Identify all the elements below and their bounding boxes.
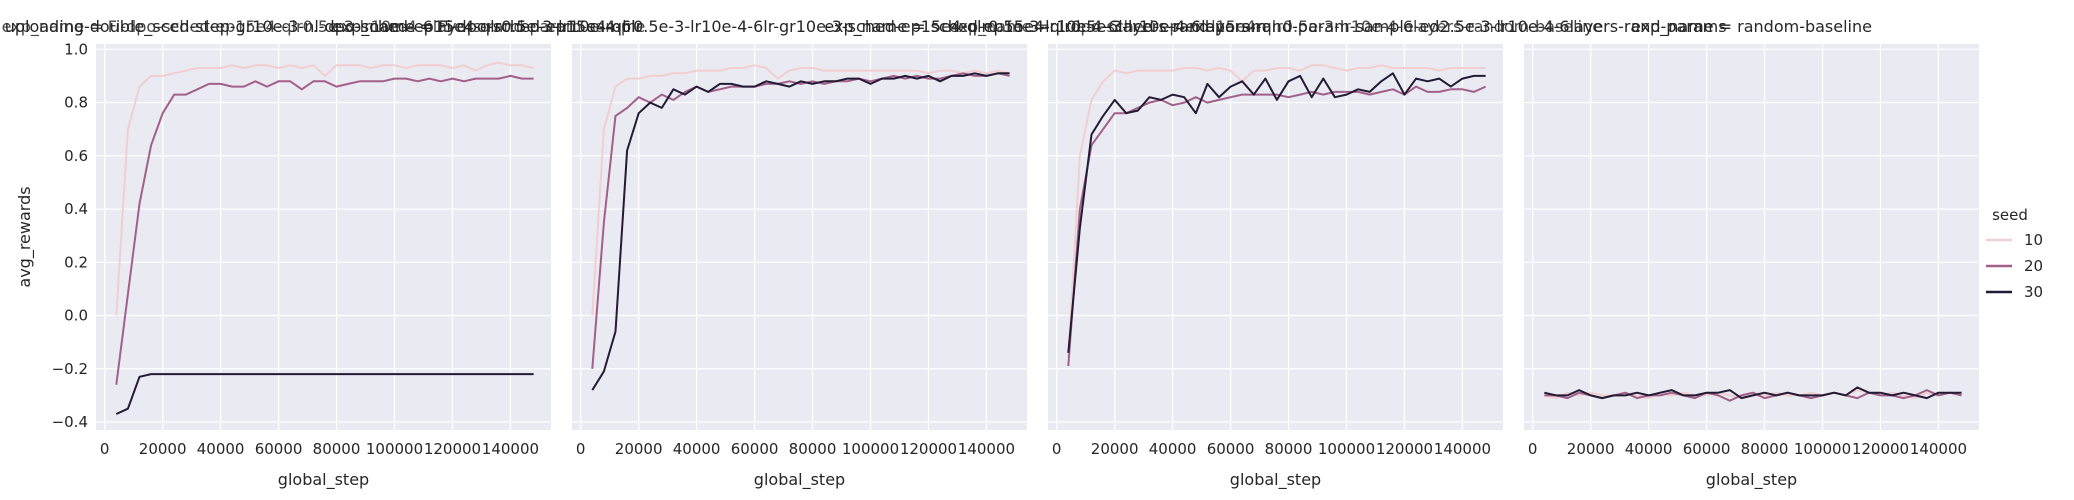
y-tick-label: −0.2 (52, 360, 88, 378)
plot-area (1524, 44, 1979, 430)
x-tick-label: 120000 (1852, 440, 1909, 458)
panel-title-overlay: exp_name = ...dpo-sched-ep-end15e4-qlr0.… (949, 17, 1602, 37)
series-line-seed-30 (591, 72, 1010, 391)
x-axis-label: global_step (1706, 470, 1797, 490)
series-line-seed-10 (1067, 64, 1486, 359)
x-tick-label: 0 (1052, 440, 1062, 458)
panel-title: uploading-double_sced-step-gr10e-3-nl-dp… (5, 17, 643, 37)
x-axis-label: global_step (1230, 470, 1321, 490)
x-axis-label: global_step (278, 470, 369, 490)
panel-1: 0 20000 40000 60000 80000 100000 120000 140000 −… (2, 17, 646, 490)
x-tick-label: 120000 (1376, 440, 1433, 458)
series-line-seed-30 (115, 373, 534, 415)
x-tick-label: 80000 (313, 440, 361, 458)
series-line-seed-20 (1067, 85, 1487, 367)
y-tick-label: 0.8 (64, 94, 88, 112)
panel-2: 0 20000 40000 60000 80000 100000 120000 140000g… (332, 17, 1267, 490)
x-axis-label: global_step (754, 470, 845, 490)
series-line-seed-30 (1067, 72, 1486, 353)
y-tick-label: 0.4 (64, 200, 88, 218)
x-tick-label: 40000 (673, 440, 721, 458)
x-tick-label: 100000 (842, 440, 899, 458)
panel-title-overlay: exp_name = Fi-dpo-sched-ep15e4-qlr0.5e-3… (2, 17, 646, 37)
y-tick-label: 0.6 (64, 147, 88, 165)
x-tick-label: 60000 (255, 440, 303, 458)
y-axis-label: avg_rewards (15, 186, 35, 287)
x-tick-label: 80000 (789, 440, 837, 458)
x-tick-label: 60000 (731, 440, 779, 458)
x-tick-label: 0 (1528, 440, 1538, 458)
x-tick-label: 120000 (900, 440, 957, 458)
y-tick-label: 1.0 (64, 40, 88, 58)
x-tick-label: 100000 (1318, 440, 1375, 458)
x-tick-label: 40000 (197, 440, 245, 458)
x-tick-label: 120000 (424, 440, 481, 458)
panel-4: 0 20000 40000 60000 80000 100000 120000 140000 g… (1524, 17, 1979, 490)
x-tick-label: 0 (576, 440, 586, 458)
x-tick-label: 40000 (1625, 440, 1673, 458)
series-line-seed-20 (115, 74, 534, 385)
plot-area (1048, 44, 1503, 430)
series-line-seed-20 (591, 72, 1010, 369)
legend-label: 10 (2024, 231, 2043, 249)
x-tick-label: 20000 (139, 440, 187, 458)
legend-label: 20 (2024, 257, 2043, 275)
x-tick-label: 20000 (1091, 440, 1139, 458)
y-tick-label: 0.2 (64, 253, 88, 271)
x-tick-label: 20000 (1567, 440, 1615, 458)
x-tick-label: 140000 (1434, 440, 1491, 458)
y-tick-label: 0.0 (64, 307, 88, 325)
panel-title: exp_name = sched-ep15e4-qlr0.5e-3-lr10e-… (824, 17, 1726, 37)
series-line-seed-10 (115, 61, 534, 316)
x-tick-label: 140000 (1910, 440, 1967, 458)
legend-title: seed (1992, 206, 2028, 224)
panel-3: 0 20000 40000 60000 80000 100000 120000 140000g… (824, 17, 1726, 490)
plot-area (96, 44, 551, 430)
plot-area (572, 44, 1027, 430)
x-tick-label: 80000 (1265, 440, 1313, 458)
x-tick-label: 60000 (1683, 440, 1731, 458)
x-tick-label: 40000 (1149, 440, 1197, 458)
x-tick-label: 140000 (482, 440, 539, 458)
series-line-seed-10 (591, 64, 1010, 316)
panel-title: exp_name = random-baseline (1631, 17, 1872, 37)
y-tick-label: −0.4 (52, 413, 88, 431)
x-tick-label: 80000 (1741, 440, 1789, 458)
series-line-seed-30 (1544, 386, 1962, 400)
x-tick-label: 20000 (615, 440, 663, 458)
x-tick-label: 140000 (958, 440, 1015, 458)
panel-title: exp_name = Fi-dpo-sched-ep15e4-qlr0.5e-3… (332, 17, 1267, 37)
legend-label: 30 (2024, 283, 2043, 301)
x-tick-label: 100000 (366, 440, 423, 458)
x-tick-label: 100000 (1794, 440, 1851, 458)
x-tick-label: 0 (100, 440, 110, 458)
x-tick-label: 60000 (1207, 440, 1255, 458)
legend: seed 10 20 30 (1986, 206, 2043, 301)
